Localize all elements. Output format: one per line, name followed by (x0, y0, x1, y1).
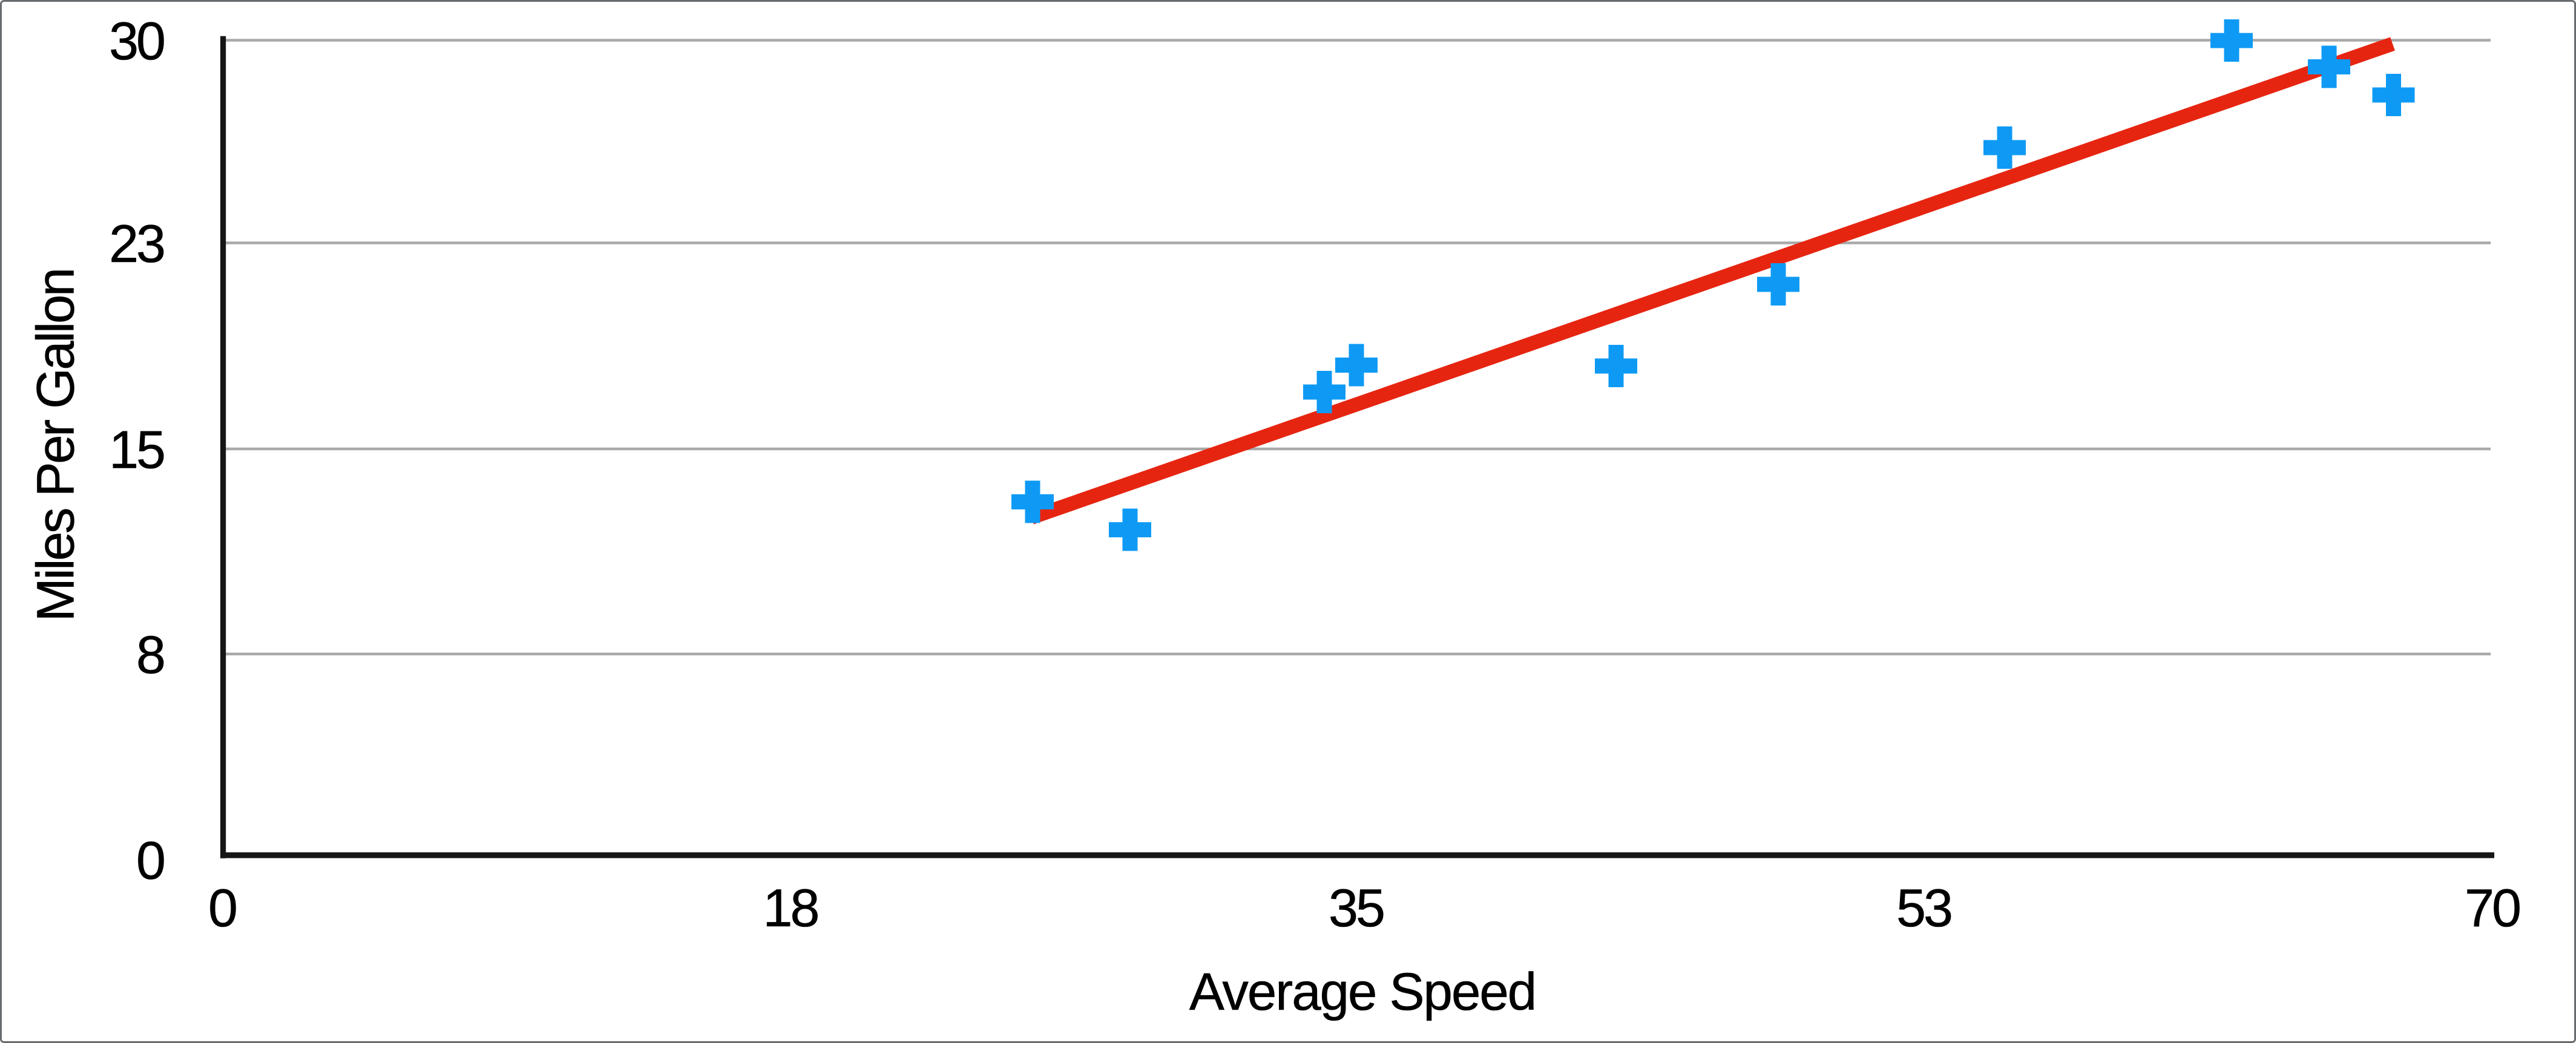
svg-text:0: 0 (136, 831, 164, 891)
svg-text:53: 53 (1896, 878, 1951, 938)
svg-text:Average Speed: Average Speed (1189, 963, 1536, 1021)
svg-text:70: 70 (2465, 878, 2520, 938)
svg-text:15: 15 (109, 420, 164, 480)
svg-text:18: 18 (763, 878, 818, 938)
svg-text:35: 35 (1329, 878, 1384, 938)
svg-text:Miles Per Gallon: Miles Per Gallon (27, 269, 85, 621)
svg-text:30: 30 (109, 11, 164, 71)
svg-text:0: 0 (208, 878, 236, 938)
svg-text:8: 8 (136, 625, 164, 685)
svg-text:23: 23 (109, 214, 164, 273)
